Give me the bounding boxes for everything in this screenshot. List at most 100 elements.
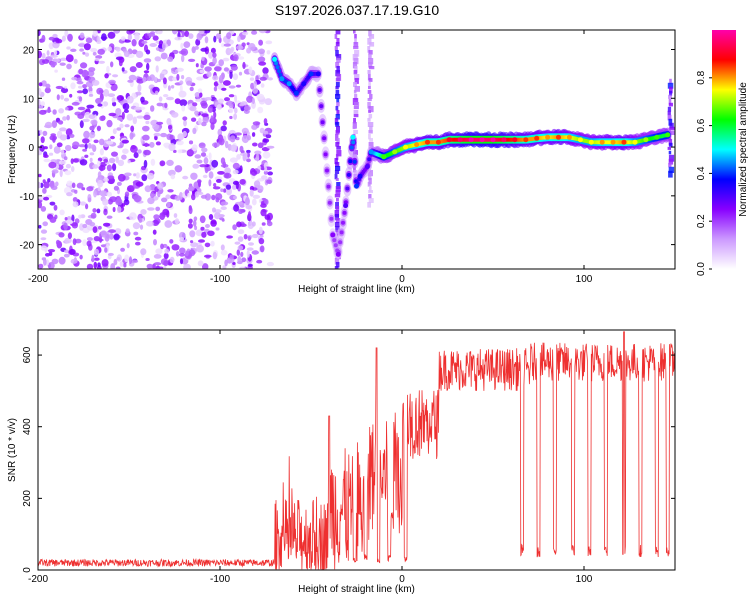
signal-core — [327, 200, 332, 205]
noise-blob — [220, 206, 227, 211]
noise-blob — [210, 115, 214, 123]
vertical-streak — [368, 62, 373, 68]
noise-blob — [141, 40, 148, 44]
vertical-streak — [669, 86, 673, 94]
snr-line — [38, 331, 675, 570]
noise-blob — [173, 149, 177, 153]
vertical-streak — [335, 78, 340, 82]
vertical-streak — [669, 130, 675, 135]
noise-blob — [211, 159, 219, 168]
noise-blob — [38, 181, 41, 189]
noise-blob — [233, 54, 239, 62]
noise-blob — [43, 196, 50, 201]
signal-point — [435, 139, 441, 145]
noise-blob — [185, 250, 189, 257]
noise-blob — [120, 36, 126, 41]
noise-blob — [121, 67, 125, 72]
noise-blob — [267, 77, 274, 81]
signal-point — [577, 137, 583, 143]
noise-blob — [84, 52, 90, 57]
noise-blob — [166, 201, 171, 208]
vertical-streak — [335, 82, 340, 88]
noise-blob — [48, 36, 55, 41]
noise-blob — [94, 57, 100, 62]
noise-blob — [246, 95, 254, 103]
vertical-streak — [367, 38, 372, 45]
signal-core — [345, 186, 350, 191]
noise-blob — [55, 239, 61, 246]
vertical-streak — [354, 94, 358, 100]
noise-blob — [201, 121, 207, 127]
noise-blob — [179, 237, 185, 242]
noise-blob — [40, 182, 44, 188]
noise-blob — [134, 33, 140, 41]
noise-blob — [125, 228, 130, 234]
snr-frame — [37, 329, 676, 571]
y-tick-label: -20 — [20, 241, 35, 252]
noise-blob — [237, 256, 242, 263]
noise-blob — [200, 194, 208, 199]
noise-blob — [155, 206, 161, 212]
noise-blob — [38, 87, 42, 95]
noise-blob — [261, 201, 265, 205]
noise-blob — [241, 42, 246, 47]
noise-blob — [112, 206, 116, 213]
noise-blob — [153, 262, 162, 266]
vertical-streak — [335, 178, 339, 181]
noise-blob — [252, 87, 258, 94]
noise-blob — [112, 128, 117, 135]
colorbar-fill — [712, 30, 736, 269]
noise-blob — [211, 194, 216, 201]
vertical-streak — [352, 122, 357, 129]
signal-core — [342, 210, 347, 215]
noise-blob — [79, 48, 84, 52]
noise-blob — [97, 48, 105, 55]
noise-blob — [236, 45, 244, 50]
noise-blob — [172, 30, 178, 35]
signal-core — [326, 184, 331, 189]
noise-blob — [64, 170, 72, 176]
noise-blob — [64, 237, 72, 244]
noise-blob — [41, 34, 46, 43]
vertical-streak — [353, 130, 358, 134]
noise-blob — [43, 154, 49, 159]
noise-blob — [220, 201, 229, 206]
noise-blob — [115, 198, 123, 206]
noise-blob — [234, 241, 241, 245]
noise-blob — [189, 230, 196, 238]
noise-blob — [258, 61, 267, 66]
vertical-streak — [368, 82, 371, 87]
vertical-streak — [369, 186, 372, 192]
noise-blob — [236, 221, 242, 228]
noise-blob — [212, 207, 216, 213]
noise-blob — [124, 172, 132, 177]
vertical-streak — [335, 62, 340, 68]
noise-blob — [48, 152, 54, 156]
noise-blob — [151, 219, 160, 226]
signal-point — [446, 137, 452, 143]
noise-blob — [260, 208, 267, 217]
noise-blob — [175, 251, 180, 257]
noise-blob — [251, 233, 259, 239]
noise-blob — [167, 85, 171, 91]
noise-blob — [163, 260, 169, 267]
noise-blob — [176, 140, 184, 146]
noise-blob — [54, 69, 58, 73]
vertical-streak — [352, 62, 358, 69]
noise-blob — [235, 84, 242, 88]
noise-blob — [94, 257, 100, 261]
noise-blob — [222, 57, 230, 62]
noise-blob — [38, 109, 47, 115]
snr-panel: -200 -100 0 100 0 200 400 600 Height of straight… — [7, 329, 676, 595]
noise-blob — [42, 221, 48, 227]
vertical-streak — [368, 58, 374, 65]
noise-blob — [226, 235, 234, 239]
noise-blob — [58, 256, 66, 265]
y-tick-label: 600 — [22, 346, 33, 363]
noise-blob — [63, 156, 68, 161]
vertical-streak — [669, 90, 673, 96]
vertical-streak — [668, 150, 672, 155]
noise-blob — [133, 194, 141, 203]
noise-blob — [196, 244, 204, 253]
noise-blob — [188, 206, 193, 215]
